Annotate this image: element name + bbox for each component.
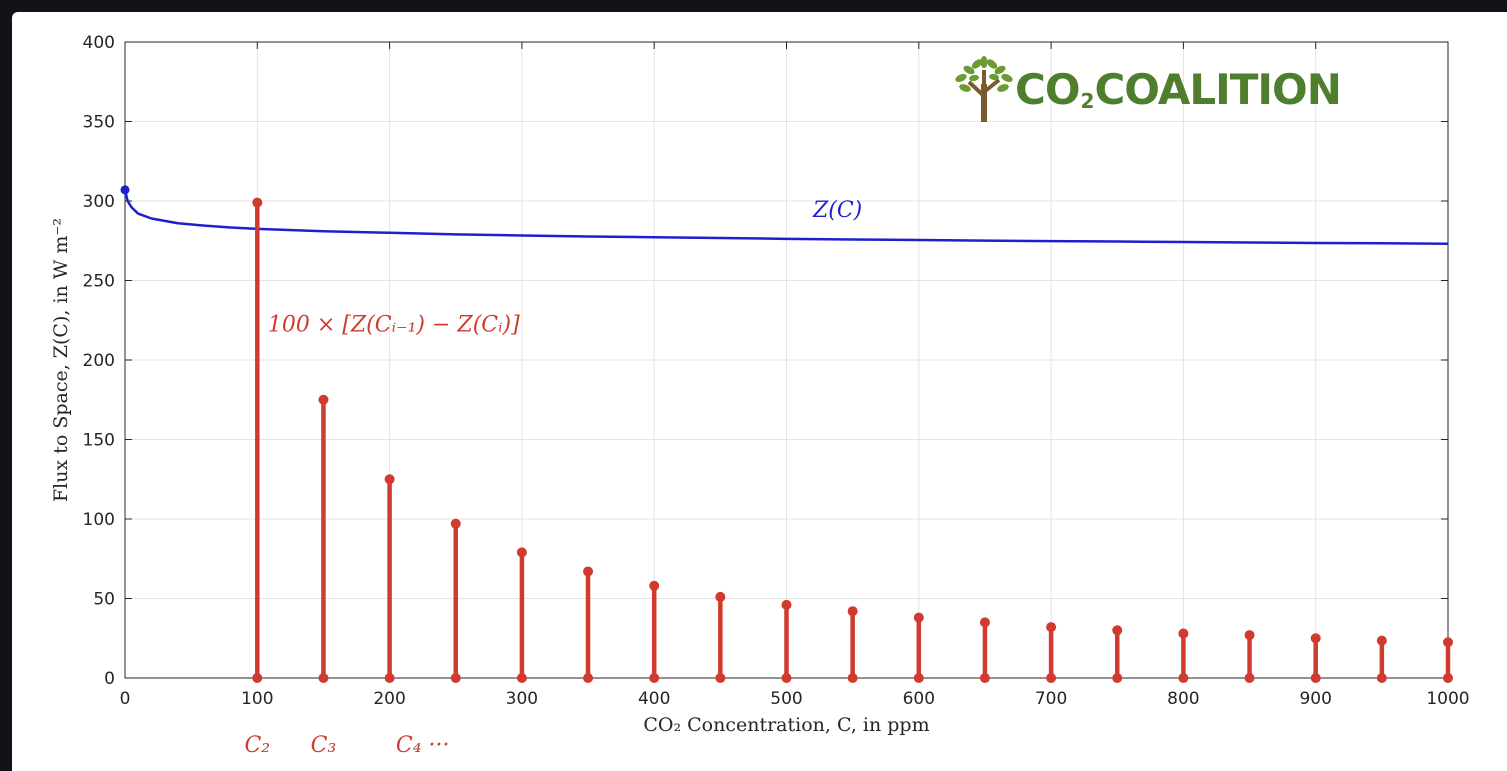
stem-top-marker — [913, 612, 924, 623]
y-tick-label: 300 — [83, 192, 115, 212]
text-layer: Z(C) 100 × [Z(Cᵢ₋₁) − Z(Cᵢ)] C₂ C₃ C₄ ··· — [244, 198, 862, 758]
stem-base-marker — [979, 673, 990, 683]
x-tick-label: 800 — [1167, 689, 1199, 709]
co2-coalition-logo: CO 2 COALITION — [953, 56, 1342, 122]
stem-top-marker — [318, 394, 329, 405]
stem-top-marker — [1376, 635, 1387, 646]
y-tick-label: 50 — [93, 590, 115, 610]
logo-text-co: CO — [1015, 64, 1081, 114]
stem-top-marker — [516, 547, 527, 558]
x-tick-label: 300 — [506, 689, 538, 709]
stem-base-marker — [715, 673, 726, 683]
annotation-z-of-c: Z(C) — [812, 198, 862, 223]
tree-icon — [955, 56, 1013, 122]
stem-base-marker — [583, 673, 594, 683]
annotation-stem-formula: 100 × [Z(Cᵢ₋₁) − Z(Cᵢ)] — [268, 312, 520, 337]
stem-base-marker — [913, 673, 924, 683]
x-tick-label: 500 — [770, 689, 802, 709]
stem-base-marker — [781, 673, 792, 683]
x-tick-label: 1000 — [1426, 689, 1469, 709]
stem-base-marker — [649, 673, 660, 683]
stem-top-marker — [649, 580, 660, 591]
y-tick-label: 0 — [104, 669, 115, 689]
y-axis-label: Flux to Space, Z(C), in W m⁻² — [50, 218, 72, 502]
stem-top-marker — [1244, 630, 1255, 641]
y-tick-label: 200 — [83, 351, 115, 371]
series-layer — [120, 185, 1453, 683]
x-tick-label: 600 — [903, 689, 935, 709]
stem-base-marker — [1178, 673, 1189, 683]
stem-base-marker — [1112, 673, 1123, 683]
stem-top-marker — [1310, 633, 1321, 644]
stem-top-marker — [781, 599, 792, 610]
stem-top-marker — [1046, 622, 1057, 633]
stem-base-marker — [1376, 673, 1387, 683]
page-frame — [12, 12, 1507, 771]
stem-base-marker — [384, 673, 395, 683]
stem-base-marker — [252, 673, 263, 683]
y-tick-label: 350 — [83, 113, 115, 133]
y-tick-label: 100 — [83, 510, 115, 530]
stem-base-marker — [1443, 673, 1453, 683]
x-tick-label: 0 — [120, 689, 131, 709]
series-start-point — [120, 185, 130, 195]
stem-base-marker — [318, 673, 329, 683]
series-line-z — [123, 189, 1449, 246]
logo-text-coalition: COALITION — [1094, 64, 1341, 114]
below-axis-label: C₂ — [244, 733, 270, 758]
below-axis-label: C₄ ··· — [396, 733, 450, 758]
stem-top-marker — [252, 197, 263, 208]
stem-top-marker — [1178, 628, 1189, 639]
logo-wordmark: CO 2 COALITION — [1015, 64, 1342, 114]
y-tick-label: 250 — [83, 272, 115, 292]
x-axis-label: CO₂ Concentration, C, in ppm — [643, 714, 929, 736]
stem-top-marker — [384, 474, 395, 485]
stem-top-marker — [979, 617, 990, 628]
x-tick-label: 100 — [241, 689, 273, 709]
stem-top-marker — [1112, 625, 1123, 636]
stem-base-marker — [847, 673, 858, 683]
stem-top-marker — [450, 518, 461, 529]
stem-top-marker — [715, 591, 726, 602]
x-tick-label: 700 — [1035, 689, 1067, 709]
x-tick-label: 900 — [1299, 689, 1331, 709]
stem-base-marker — [1244, 673, 1255, 683]
below-axis-label: C₃ — [311, 733, 337, 758]
y-tick-label: 400 — [83, 33, 115, 53]
stem-base-marker — [1310, 673, 1321, 683]
stem-base-marker — [1046, 673, 1057, 683]
stem-top-marker — [1443, 637, 1453, 648]
x-tick-label: 400 — [638, 689, 670, 709]
ticks-layer: 0 100 200 300 400 500 600 700 800 900 1000 0 50 100 15… — [83, 33, 1470, 709]
stem-top-marker — [583, 566, 594, 577]
stem-base-marker — [516, 673, 527, 683]
x-tick-label: 200 — [373, 689, 405, 709]
y-tick-label: 150 — [83, 431, 115, 451]
stem-top-marker — [847, 606, 858, 617]
logo-text-subscript: 2 — [1080, 89, 1095, 113]
stem-base-marker — [450, 673, 461, 683]
